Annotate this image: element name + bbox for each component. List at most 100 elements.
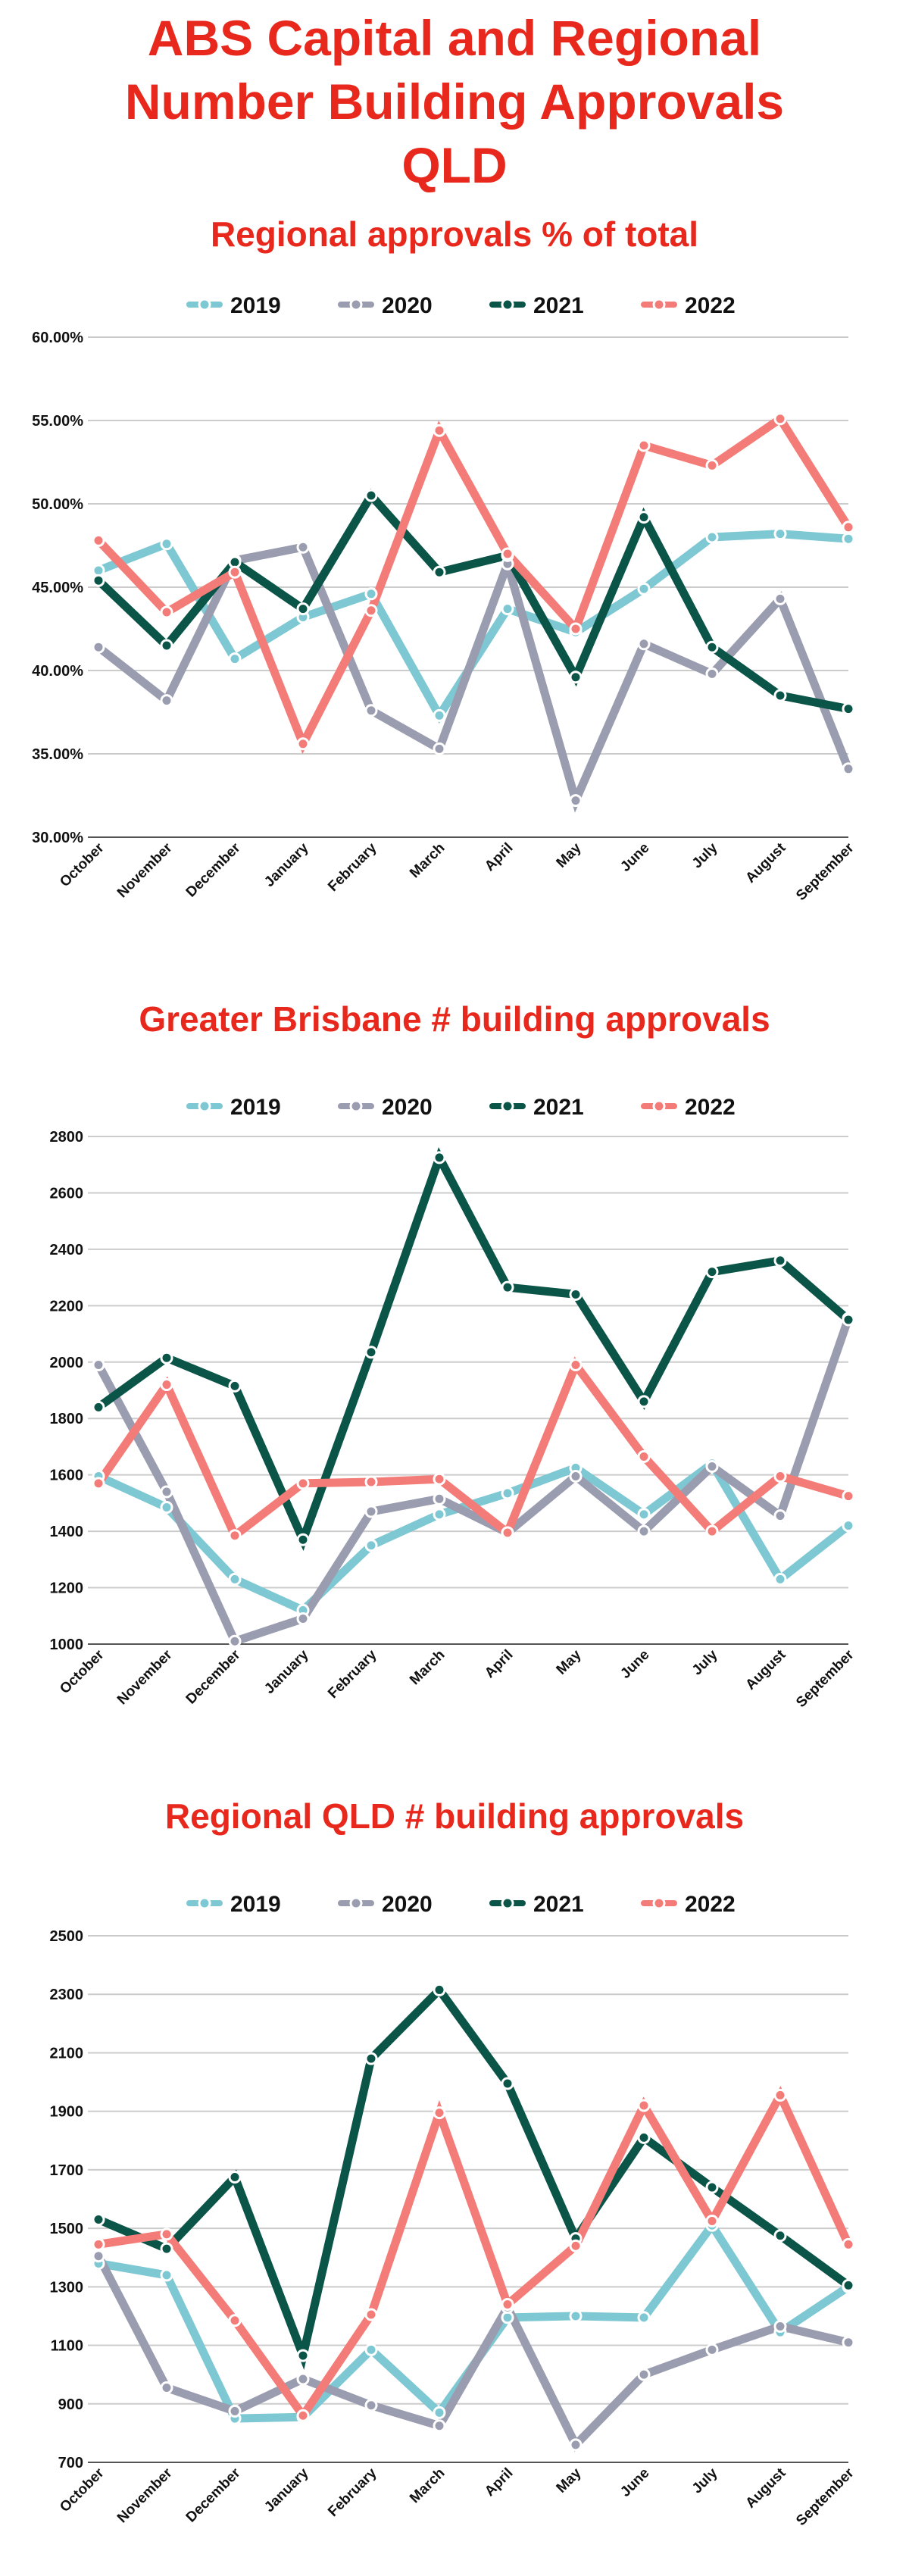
x-tick-label: February: [325, 2465, 380, 2520]
data-point-2022: [433, 424, 446, 437]
data-point-2019: [364, 1539, 378, 1552]
data-point-2021: [637, 511, 651, 524]
x-tick-label: January: [261, 1646, 312, 1697]
x-tick-label: October: [57, 1646, 108, 1697]
data-point-2019: [501, 2311, 514, 2324]
x-tick-label: December: [183, 2465, 244, 2525]
data-point-2020: [160, 1485, 173, 1499]
data-point-2019: [842, 532, 855, 546]
data-point-2022: [228, 1529, 242, 1543]
page-title-line-1: ABS Capital and Regional: [147, 10, 762, 66]
y-tick-label: 2400: [50, 1242, 84, 1258]
data-point-2020: [705, 1460, 719, 1473]
y-tick-label: 50.00%: [32, 496, 83, 513]
data-point-2021: [296, 602, 310, 616]
legend-label-2019: 2019: [230, 1095, 281, 1120]
data-point-2020: [364, 1505, 378, 1518]
x-tick-label: March: [407, 840, 448, 881]
data-point-2020: [92, 1358, 105, 1371]
data-point-2019: [773, 1572, 787, 1586]
data-point-2021: [433, 1151, 446, 1165]
legend-label-2019: 2019: [230, 1892, 281, 1917]
data-point-2022: [364, 1475, 378, 1489]
x-tick-label: September: [793, 839, 857, 904]
data-point-2022: [773, 2088, 787, 2102]
chart-regional-percent: 30.00% 35.00% 40.00% 45.00% 50.00% 55.00% 60.0…: [32, 293, 857, 904]
data-point-2020: [637, 637, 651, 651]
data-point-2021: [501, 1280, 514, 1294]
data-point-2022: [842, 521, 855, 534]
data-point-2020: [296, 2372, 310, 2386]
legend-marker-2020: [349, 298, 363, 311]
data-point-2019: [501, 602, 514, 616]
data-point-2019: [160, 537, 173, 551]
data-point-2022: [501, 547, 514, 561]
data-point-2020: [569, 1470, 583, 1483]
chart-title-regional-percent: Regional approvals % of total: [210, 214, 699, 254]
chart-title-greater-brisbane: Greater Brisbane # building approvals: [139, 999, 770, 1039]
legend-marker-2022: [652, 1099, 666, 1113]
x-tick-label: December: [183, 1646, 244, 1707]
legend-marker-2020: [349, 1099, 363, 1113]
x-tick-label: November: [114, 1646, 176, 1708]
data-point-2022: [92, 2237, 105, 2251]
data-point-2020: [92, 640, 105, 654]
data-point-2022: [228, 565, 242, 579]
data-point-2021: [296, 1533, 310, 1546]
data-point-2021: [705, 640, 719, 654]
data-point-2022: [92, 1477, 105, 1490]
y-tick-label: 2100: [50, 2045, 84, 2062]
series-line-2020: [95, 1317, 853, 1647]
data-point-2020: [228, 2404, 242, 2418]
data-point-2021: [433, 1983, 446, 1996]
x-tick-label: May: [554, 1646, 585, 1677]
data-point-2022: [842, 1490, 855, 1503]
chart-greater-brisbane: 1000 1200 1400 1600 1800 2000 2200 2400 2600 2800…: [50, 1095, 857, 1711]
data-point-2019: [637, 582, 651, 596]
data-point-2021: [842, 1313, 855, 1327]
legend-marker-2021: [501, 1896, 514, 1910]
x-tick-label: September: [793, 2465, 857, 2529]
data-point-2021: [569, 671, 583, 684]
y-tick-label: 1600: [50, 1468, 84, 1484]
y-tick-label: 1900: [50, 2104, 84, 2121]
data-point-2022: [501, 2298, 514, 2311]
y-tick-label: 2300: [50, 1987, 84, 2003]
x-tick-label: April: [482, 840, 516, 874]
data-point-2019: [842, 1519, 855, 1533]
data-point-2020: [842, 762, 855, 776]
data-point-2022: [433, 2106, 446, 2120]
data-point-2020: [842, 2336, 855, 2349]
data-point-2022: [637, 2099, 651, 2112]
data-point-2019: [569, 2309, 583, 2323]
data-point-2021: [364, 489, 378, 502]
data-point-2021: [92, 574, 105, 587]
data-point-2022: [296, 2409, 310, 2422]
legend-marker-2021: [501, 298, 514, 311]
data-point-2020: [773, 1509, 787, 1523]
legend-label-2019: 2019: [230, 293, 281, 318]
x-tick-label: November: [114, 2465, 176, 2526]
data-point-2020: [92, 2249, 105, 2263]
x-tick-label: October: [57, 839, 108, 890]
data-point-2021: [92, 2213, 105, 2227]
data-point-2020: [773, 592, 787, 605]
page-title-line-3: QLD: [401, 137, 508, 193]
data-point-2021: [637, 2131, 651, 2144]
x-tick-label: August: [742, 839, 789, 886]
legend-marker-2022: [652, 1896, 666, 1910]
data-point-2020: [637, 1524, 651, 1538]
data-point-2022: [637, 439, 651, 452]
legend-marker-2019: [198, 1099, 211, 1113]
legend-label-2022: 2022: [685, 1892, 736, 1917]
y-tick-label: 1700: [50, 2162, 84, 2179]
x-tick-label: December: [183, 839, 244, 900]
data-point-2022: [705, 2214, 719, 2227]
series-line-2022: [95, 413, 852, 755]
data-point-2022: [637, 1449, 651, 1463]
data-point-2021: [228, 2171, 242, 2184]
x-tick-label: March: [407, 2465, 448, 2506]
x-tick-label: September: [793, 1646, 857, 1711]
y-tick-label: 1500: [50, 2221, 84, 2237]
legend-marker-2022: [652, 298, 666, 311]
